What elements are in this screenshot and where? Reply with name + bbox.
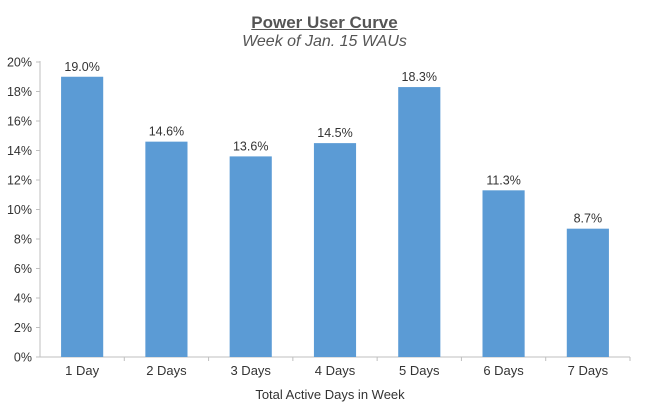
chart-subtitle: Week of Jan. 15 WAUs <box>242 33 407 50</box>
data-label: 19.0% <box>64 60 99 74</box>
x-tick-label: 2 Days <box>146 363 187 378</box>
y-tick-label: 0% <box>14 351 32 365</box>
bar-7 <box>566 228 609 357</box>
data-label: 18.3% <box>402 70 437 84</box>
data-label: 14.6% <box>149 125 184 139</box>
x-axis-title: Total Active Days in Week <box>255 387 405 402</box>
data-label: 14.5% <box>317 126 352 140</box>
bar-4 <box>313 143 357 357</box>
y-tick-label: 4% <box>14 292 32 306</box>
bar-1 <box>61 76 104 357</box>
x-tick-label: 4 Days <box>315 363 356 378</box>
y-tick-label: 18% <box>7 85 32 99</box>
x-tick-label: 3 Days <box>230 363 271 378</box>
chart-title: Power User Curve <box>251 13 398 32</box>
y-tick-label: 2% <box>14 321 32 335</box>
y-tick-label: 8% <box>14 233 32 247</box>
data-label: 8.7% <box>574 212 603 226</box>
x-tick-label: 6 Days <box>483 363 524 378</box>
data-label: 11.3% <box>486 173 521 187</box>
y-tick-label: 12% <box>7 174 32 188</box>
bar-5 <box>398 87 441 357</box>
y-tick-label: 6% <box>14 262 32 276</box>
y-tick-label: 16% <box>7 115 32 129</box>
bar-2 <box>145 141 188 357</box>
bar-6 <box>482 190 525 357</box>
x-tick-label: 1 Day <box>65 363 99 378</box>
bar-3 <box>229 156 272 357</box>
y-tick-label: 10% <box>7 203 32 217</box>
x-tick-label: 7 Days <box>568 363 609 378</box>
x-tick-label: 5 Days <box>399 363 440 378</box>
y-tick-label: 20% <box>7 56 32 70</box>
y-tick-label: 14% <box>7 144 32 158</box>
data-label: 13.6% <box>233 139 268 153</box>
